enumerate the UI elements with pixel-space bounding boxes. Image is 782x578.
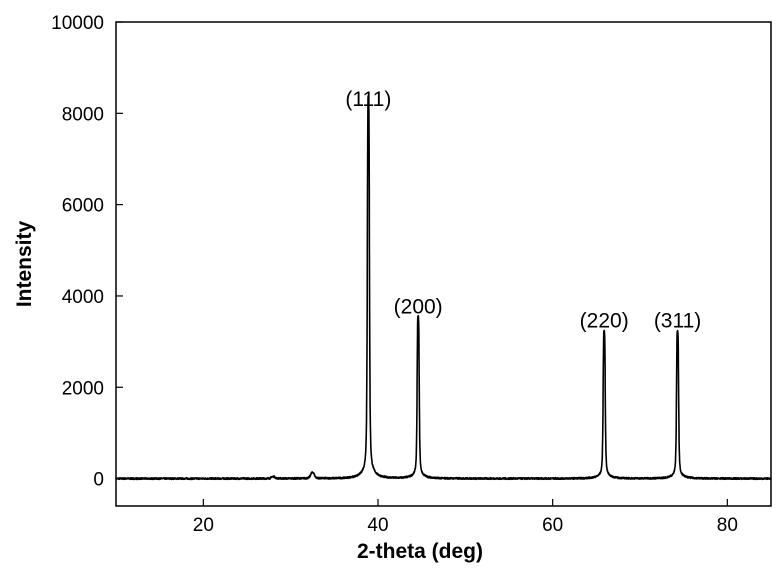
y-tick-label: 4000 — [62, 287, 104, 308]
plot-frame — [115, 21, 772, 507]
peak-labels: (111) (200) (220) (311) — [345, 88, 701, 332]
peak-label: (200) — [394, 296, 443, 319]
x-tick-label: 60 — [542, 515, 563, 536]
diffraction-curve — [115, 95, 772, 481]
x-tick-label: 80 — [717, 515, 738, 536]
y-tick-label: 10000 — [51, 13, 104, 34]
y-axis-ticks: 0 2000 4000 6000 8000 10000 — [51, 13, 123, 491]
y-tick-label: 0 — [93, 470, 104, 491]
x-axis-ticks: 20 40 60 80 — [193, 499, 738, 536]
y-tick-label: 2000 — [62, 378, 104, 399]
x-tick-label: 40 — [367, 515, 388, 536]
peak-label: (111) — [345, 88, 391, 111]
y-tick-label: 6000 — [62, 196, 104, 217]
peak-label: (311) — [654, 309, 701, 332]
y-axis-title: Intensity — [13, 221, 36, 308]
x-tick-label: 20 — [193, 515, 214, 536]
peak-label: (220) — [580, 309, 629, 332]
x-axis-title: 2-theta (deg) — [357, 540, 483, 563]
y-tick-label: 8000 — [62, 104, 104, 125]
